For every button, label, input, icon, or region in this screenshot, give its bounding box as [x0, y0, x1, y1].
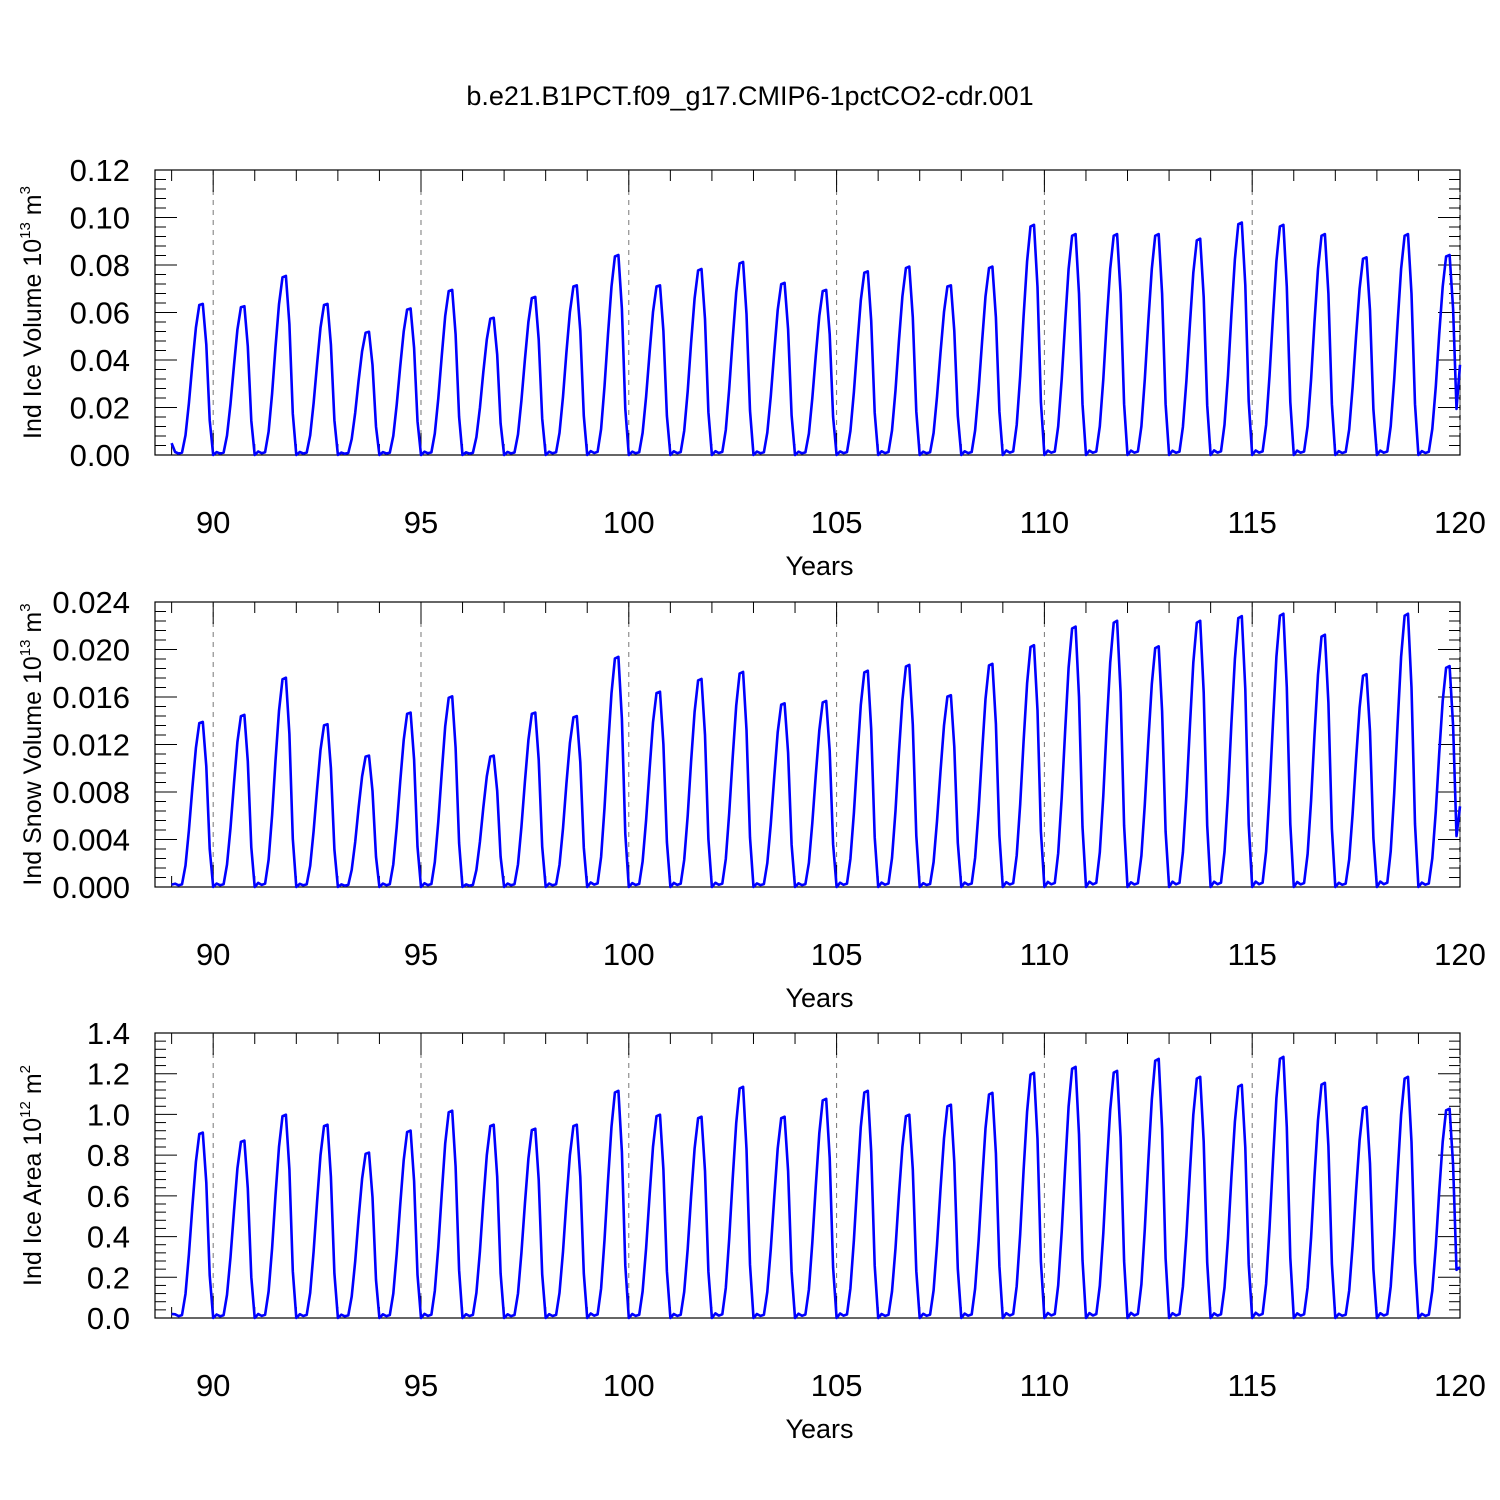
x-tick-label: 95 — [404, 1368, 438, 1403]
series-line — [171, 612, 1462, 889]
y-tick-label: 0.12 — [70, 153, 130, 188]
y-tick-label: 0.016 — [52, 680, 130, 715]
x-tick-label: 90 — [196, 937, 230, 972]
y-axis-label: Ind Ice Volume 1013 m3 — [17, 186, 47, 439]
x-tick-label: 115 — [1227, 505, 1276, 540]
x-axis-label: Years — [785, 551, 853, 581]
x-tick-label: 110 — [1020, 505, 1069, 540]
y-tick-label: 0.00 — [70, 438, 130, 473]
y-tick-label: 0.2 — [87, 1260, 130, 1295]
series-line — [170, 221, 1462, 457]
y-tick-label: 0.04 — [70, 343, 130, 378]
y-tick-label: 1.2 — [87, 1057, 130, 1092]
y-tick-label: 1.0 — [87, 1097, 130, 1132]
x-tick-label: 110 — [1020, 1368, 1069, 1403]
panel-2: 90 95 100 105 110 115 120 0.000 0.004 0.008 0.012 0… — [17, 585, 1486, 1013]
x-tick-label: 100 — [603, 505, 655, 540]
x-tick-label: 100 — [603, 937, 655, 972]
series-line — [171, 1055, 1461, 1320]
y-tick-label: 0.020 — [52, 633, 130, 668]
panel-3: 90 95 100 105 110 115 120 0.0 0.2 0.4 0.6 0.8 1.0 1.2… — [17, 1016, 1486, 1444]
x-axis-label: Years — [785, 1414, 853, 1444]
x-tick-label: 95 — [404, 937, 438, 972]
x-tick-label: 120 — [1434, 505, 1486, 540]
y-tick-label: 0.012 — [52, 728, 130, 763]
y-tick-label: 0.4 — [87, 1220, 130, 1255]
x-tick-label: 115 — [1227, 1368, 1276, 1403]
x-tick-label: 105 — [811, 937, 863, 972]
x-tick-label: 105 — [811, 505, 863, 540]
x-tick-label: 90 — [196, 1368, 230, 1403]
x-tick-label: 110 — [1020, 937, 1069, 972]
y-tick-label: 0.004 — [52, 823, 130, 858]
figure-title: b.e21.B1PCT.f09_g17.CMIP6-1pctCO2-cdr.00… — [466, 81, 1033, 111]
panel-1: 90 95 100 105 110 115 120 0.00 0.02 0.04 0.06 0.08 0… — [17, 153, 1486, 581]
y-tick-label: 0.06 — [70, 296, 130, 331]
y-tick-label: 1.4 — [87, 1016, 130, 1051]
plot-frame — [154, 1032, 1461, 1319]
y-tick-label: 0.024 — [52, 585, 130, 620]
plot-frame — [154, 601, 1461, 888]
y-axis-label: Ind Snow Volume 1013 m3 — [17, 603, 47, 885]
y-tick-label: 0.08 — [70, 248, 130, 283]
x-tick-label: 90 — [196, 505, 230, 540]
y-tick-label: 0.0 — [87, 1301, 130, 1336]
y-tick-label: 0.8 — [87, 1138, 130, 1173]
y-axis-label: Ind Ice Area 1012 m2 — [17, 1065, 47, 1286]
x-tick-label: 100 — [603, 1368, 655, 1403]
x-tick-label: 120 — [1434, 1368, 1486, 1403]
x-tick-label: 115 — [1227, 937, 1276, 972]
y-tick-label: 0.6 — [87, 1179, 130, 1214]
plot-frame — [154, 169, 1461, 456]
x-tick-label: 95 — [404, 505, 438, 540]
y-tick-label: 0.10 — [70, 201, 130, 236]
x-axis-label: Years — [785, 983, 853, 1013]
y-tick-label: 0.008 — [52, 775, 130, 810]
x-tick-label: 120 — [1434, 937, 1486, 972]
x-tick-label: 105 — [811, 1368, 863, 1403]
y-tick-label: 0.000 — [52, 870, 130, 905]
y-tick-label: 0.02 — [70, 391, 130, 426]
